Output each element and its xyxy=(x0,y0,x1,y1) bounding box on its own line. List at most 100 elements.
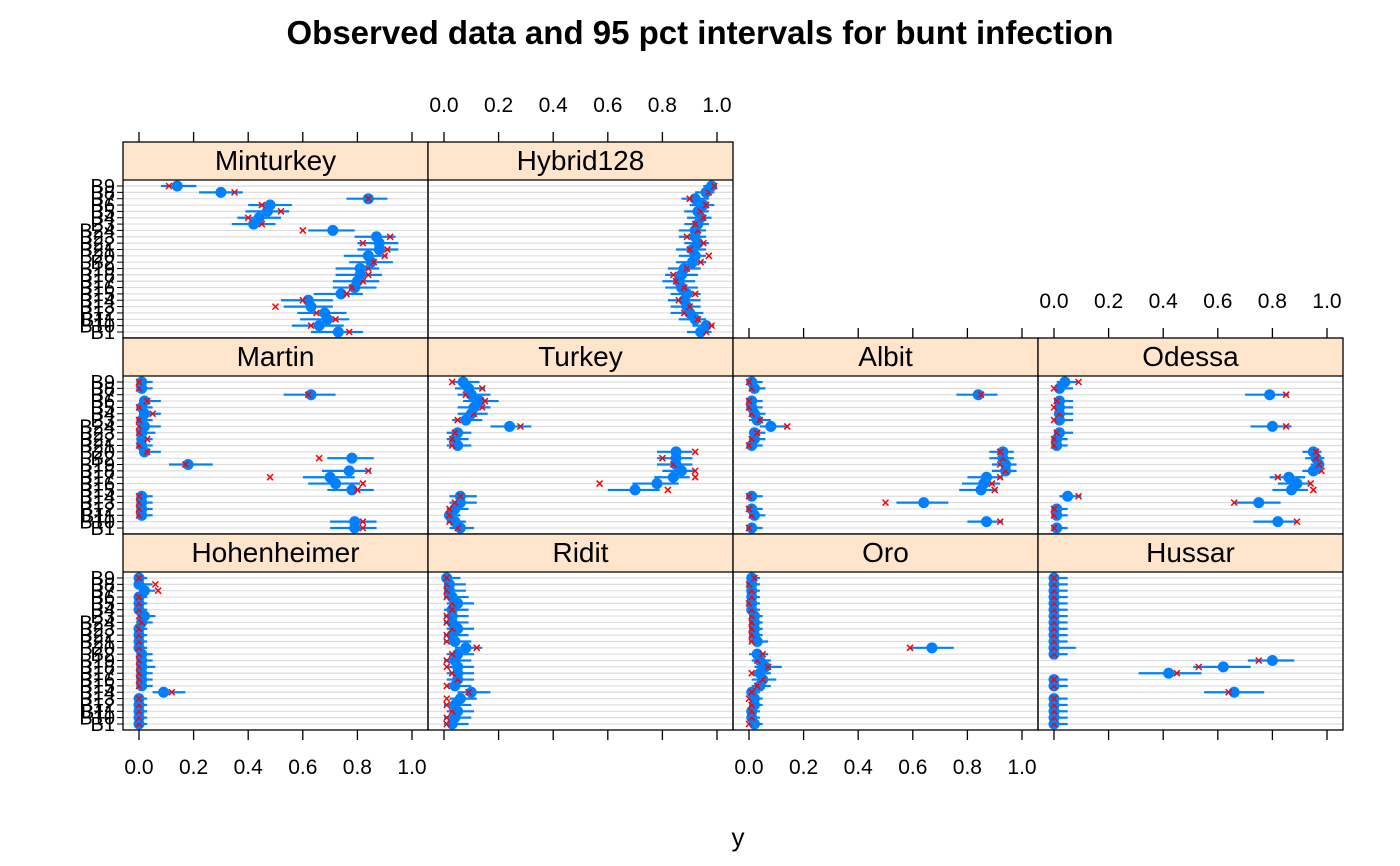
observed-marker xyxy=(996,448,1004,456)
y-tick-label: B2 xyxy=(91,252,115,274)
observed-marker xyxy=(277,207,285,215)
x-tick-label: 1.0 xyxy=(1007,756,1036,779)
estimate-point xyxy=(313,320,325,332)
estimate-point xyxy=(319,307,331,319)
panel-ridit: Ridit xyxy=(427,533,734,740)
y-tick-label: B8 xyxy=(91,182,115,204)
observed-marker xyxy=(1053,397,1061,405)
observed-marker xyxy=(708,322,716,330)
estimate-point xyxy=(215,186,227,198)
observed-marker xyxy=(443,663,451,671)
observed-marker xyxy=(135,695,143,703)
estimate-point xyxy=(136,490,148,502)
observed-marker xyxy=(881,499,890,507)
y-tick-label: B19 xyxy=(79,259,115,281)
observed-marker xyxy=(1255,656,1263,665)
observed-marker xyxy=(702,201,710,209)
observed-marker xyxy=(448,435,456,443)
panel-albit: Albit xyxy=(732,328,1039,535)
observed-marker xyxy=(481,397,489,405)
x-tick-label: 0.2 xyxy=(1094,290,1123,313)
observed-marker xyxy=(694,315,702,323)
observed-marker xyxy=(348,284,356,292)
observed-marker xyxy=(342,290,351,298)
y-tick-label: B19 xyxy=(79,651,115,673)
y-tick-label: B23 xyxy=(79,619,115,641)
observed-marker xyxy=(443,618,451,626)
x-tick-label: 0.2 xyxy=(179,756,208,779)
observed-marker xyxy=(448,650,456,658)
observed-marker xyxy=(443,656,451,665)
observed-marker xyxy=(359,239,367,247)
estimate-point xyxy=(327,224,339,236)
y-tick-label: B8 xyxy=(91,574,115,596)
observed-marker xyxy=(686,245,694,254)
x-tick-label: 0.4 xyxy=(234,756,264,779)
observed-marker xyxy=(691,473,699,481)
y-tick-label: B21 xyxy=(79,631,115,653)
panel-strip-label: Turkey xyxy=(538,341,623,372)
observed-marker xyxy=(1075,378,1083,386)
observed-marker xyxy=(451,499,459,507)
y-tick-label: B14 xyxy=(79,290,115,312)
observed-marker xyxy=(669,271,677,279)
observed-marker xyxy=(443,574,451,582)
observed-marker xyxy=(364,467,372,475)
panel-strip-label: Albit xyxy=(858,341,913,372)
y-tick-label: B11 xyxy=(81,505,115,527)
observed-marker xyxy=(516,422,524,430)
observed-marker xyxy=(748,688,756,696)
observed-marker xyxy=(672,277,680,285)
observed-marker xyxy=(745,397,753,405)
panel-strip-label: Martin xyxy=(237,341,315,372)
estimate-point xyxy=(171,180,183,192)
y-tick-label: B2 xyxy=(91,644,115,666)
y-tick-label: B9 xyxy=(91,176,115,198)
y-tick-label: B11 xyxy=(81,701,115,723)
y-tick-label: B15 xyxy=(79,284,115,306)
y-tick-label: B9 xyxy=(91,372,115,394)
estimate-point xyxy=(972,389,984,401)
y-tick-label: B18 xyxy=(79,657,115,679)
y-tick-label: B14 xyxy=(79,486,115,508)
estimate-point xyxy=(454,693,466,705)
observed-marker xyxy=(764,663,772,671)
panel-minturkey: Minturkey B1B10B11B12B13B14B15B16B17B18B1… xyxy=(79,132,429,344)
y-tick-label: B20 xyxy=(79,246,115,268)
panel-strip xyxy=(428,534,733,572)
estimate-point xyxy=(746,376,758,388)
observed-marker xyxy=(750,574,758,582)
observed-marker xyxy=(686,195,694,203)
panel-strip xyxy=(733,534,1038,572)
observed-marker xyxy=(686,303,694,311)
observed-marker xyxy=(691,448,699,456)
x-tick-label: 0.6 xyxy=(898,756,927,779)
x-tick-label: 0.0 xyxy=(1039,290,1068,313)
panel-strip xyxy=(733,338,1038,376)
observed-marker xyxy=(443,637,451,646)
observed-marker xyxy=(753,682,761,690)
y-tick-label: B16 xyxy=(79,474,115,496)
y-tick-label: B23 xyxy=(79,423,115,445)
observed-marker xyxy=(699,214,707,222)
y-tick-label: B13 xyxy=(79,297,115,319)
observed-marker xyxy=(364,271,372,279)
x-tick-label: 0.0 xyxy=(429,94,458,117)
observed-marker xyxy=(745,505,753,513)
panel-odessa: Odessa 0.0 0.2 0.4 0.6 0.8 1.0 xyxy=(1037,290,1344,535)
x-tick-label: 0.4 xyxy=(844,756,874,779)
y-tick-label: B12 xyxy=(79,695,115,717)
estimate-point xyxy=(349,516,361,528)
observed-marker xyxy=(135,403,143,411)
observed-marker xyxy=(1050,435,1058,443)
observed-marker xyxy=(332,315,340,323)
y-tick-label: B22 xyxy=(79,233,115,255)
panel-border xyxy=(1037,533,1344,731)
y-tick-label: B4 xyxy=(91,404,115,426)
observed-marker xyxy=(1309,486,1317,494)
y-tick-label: B15 xyxy=(79,676,115,698)
estimate-point xyxy=(362,250,374,262)
observed-marker xyxy=(705,252,713,260)
x-tick-label: 0.2 xyxy=(789,756,818,779)
